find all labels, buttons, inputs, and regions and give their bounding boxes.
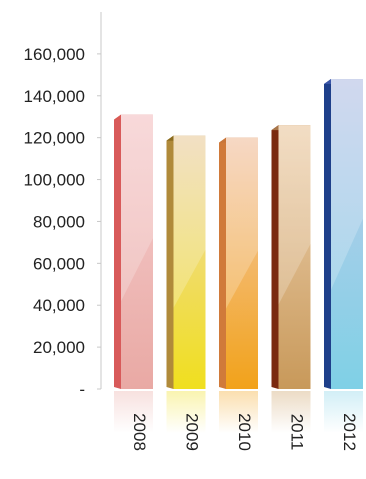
bars xyxy=(114,79,363,390)
y-tick-label: 40,000 xyxy=(33,296,85,315)
bar-reflection xyxy=(219,391,258,433)
y-axis-ticks: - 20,000 40,000 60,000 80,000 100,000 120,000 1… xyxy=(24,45,101,399)
x-axis-labels: 2008 2009 2010 2011 2012 xyxy=(130,413,359,451)
bar-front-face xyxy=(226,137,258,389)
y-tick-label: 160,000 xyxy=(24,45,85,64)
y-tick-label: 60,000 xyxy=(33,254,85,273)
y-tick-label: 120,000 xyxy=(24,129,85,148)
bar-front-face xyxy=(173,135,206,389)
y-tick-label: 80,000 xyxy=(33,212,85,231)
bar-side-face xyxy=(324,79,331,390)
y-tick-label: 100,000 xyxy=(24,171,85,190)
bar-2009 xyxy=(166,135,206,389)
bar-front-face xyxy=(331,79,363,390)
bar-side-face xyxy=(166,135,174,389)
bar-side-face xyxy=(219,137,226,389)
bar-front-face xyxy=(121,114,153,389)
bar-side-face xyxy=(271,125,279,389)
bar-gloss xyxy=(331,79,363,290)
bar-gloss xyxy=(121,114,153,302)
bar-side-face xyxy=(114,114,121,389)
x-tick-label: 2011 xyxy=(288,414,307,451)
x-tick-label: 2012 xyxy=(340,413,359,451)
bar-2012 xyxy=(324,79,363,390)
bar-2008 xyxy=(114,114,153,389)
bar-gloss xyxy=(278,125,311,305)
bar-reflection xyxy=(166,391,206,433)
x-tick-label: 2010 xyxy=(235,413,254,451)
bar-2011 xyxy=(271,125,311,389)
bar-gloss xyxy=(226,137,258,309)
y-tick-label: 140,000 xyxy=(24,87,85,106)
bar-reflection xyxy=(271,391,311,433)
y-tick-label: - xyxy=(79,380,85,399)
bar-reflection xyxy=(114,391,153,433)
bar-reflections xyxy=(114,391,363,433)
bar-2010 xyxy=(219,137,258,389)
x-tick-label: 2008 xyxy=(130,413,149,451)
bar-gloss xyxy=(173,135,206,308)
bar-reflection xyxy=(324,391,363,433)
y-tick-label: 20,000 xyxy=(33,338,85,357)
x-tick-label: 2009 xyxy=(183,413,202,451)
bar-front-face xyxy=(278,125,311,389)
